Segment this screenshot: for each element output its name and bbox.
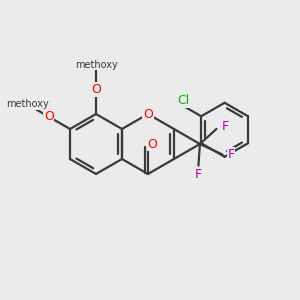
Text: methoxy: methoxy bbox=[6, 99, 49, 110]
Text: O: O bbox=[91, 83, 101, 96]
Text: F: F bbox=[195, 167, 202, 181]
Text: F: F bbox=[227, 148, 234, 161]
Text: O: O bbox=[143, 107, 153, 121]
Text: O: O bbox=[44, 110, 54, 123]
Text: methoxy: methoxy bbox=[75, 60, 117, 70]
Text: Cl: Cl bbox=[177, 94, 189, 107]
Text: F: F bbox=[221, 119, 228, 133]
Text: O: O bbox=[148, 137, 158, 151]
